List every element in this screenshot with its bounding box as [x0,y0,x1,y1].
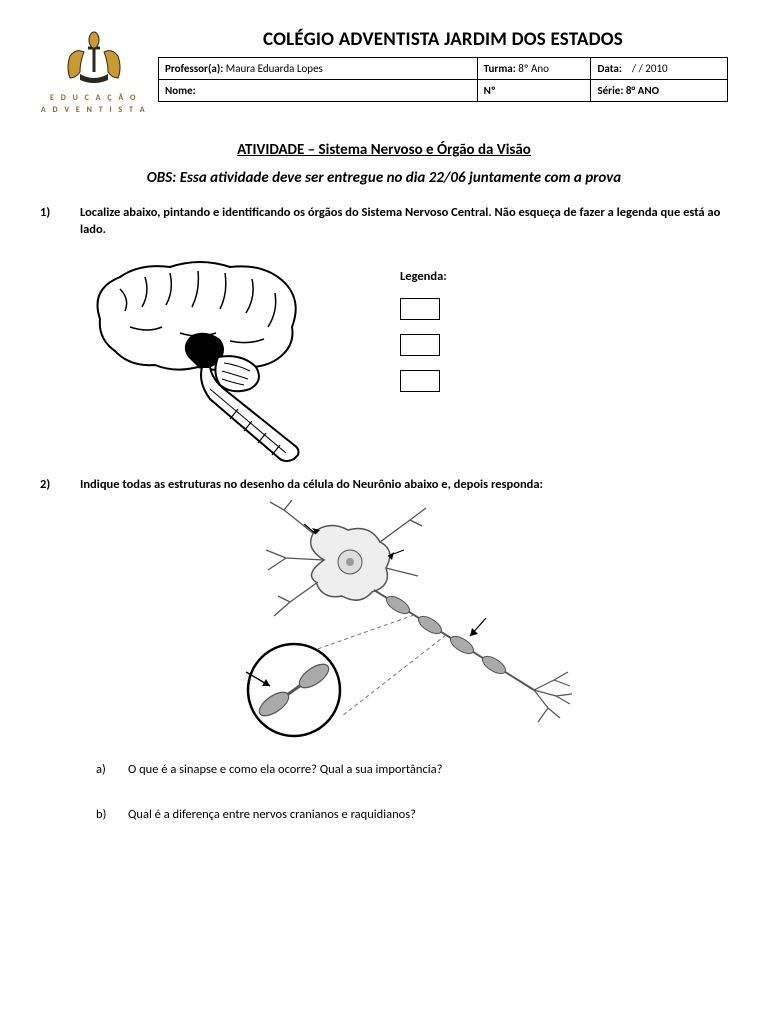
q1-text: Localize abaixo, pintando e identificand… [80,205,728,239]
serie-label: Série: [597,84,623,97]
data-label: Data: [597,62,621,75]
legend-box-1 [400,298,440,320]
legend-title: Legenda: [400,269,447,284]
activity-title: ATIVIDADE – Sistema Nervoso e Órgão da V… [40,141,728,159]
serie-value: 8° ANO [626,84,659,97]
turma-label: Turma: [484,62,516,75]
q2a-text: O que é a sinapse e como ela ocorre? Qua… [128,762,728,777]
legend-column: Legenda: [400,249,447,406]
turma-value: 8º Ano [518,62,549,75]
legend-box-3 [400,370,440,392]
nome-label: Nome: [165,84,196,97]
school-title: COLÉGIO ADVENTISTA JARDIM DOS ESTADOS [158,28,728,51]
q2-number: 2) [40,477,62,494]
n-label: Nº [484,84,496,97]
logo-column: E D U C A Ç Ã O A D V E N T I S T A [40,28,148,115]
logo-text-line1: E D U C A Ç Ã O [40,94,148,104]
data-value: / / 2010 [632,62,668,75]
question-2: 2) Indique todas as estruturas no desenh… [40,477,728,494]
q2b-text: Qual é a diferença entre nervos craniano… [128,807,728,822]
school-logo-icon [50,28,138,92]
neuron-diagram [174,500,594,740]
info-table: Professor(a): Maura Eduarda Lopes Turma:… [158,57,728,102]
obs-line: OBS: Essa atividade deve ser entregue no… [40,169,728,187]
q1-figure-row: Legenda: [40,249,728,469]
legend-box-2 [400,334,440,356]
logo-text-line2: A D V E N T I S T A [40,106,148,116]
q2a-number: a) [96,762,114,777]
q2b-number: b) [96,807,114,822]
q2-sub-a: a) O que é a sinapse e como ela ocorre? … [40,762,728,777]
question-1: 1) Localize abaixo, pintando e identific… [40,205,728,239]
q1-number: 1) [40,205,62,239]
professor-value: Maura Eduarda Lopes [226,62,323,75]
header-row: E D U C A Ç Ã O A D V E N T I S T A COLÉ… [40,28,728,115]
q2-sub-b: b) Qual é a diferença entre nervos crani… [40,807,728,822]
brain-diagram [70,249,370,469]
professor-label: Professor(a): [165,62,223,75]
q2-text: Indique todas as estruturas no desenho d… [80,477,728,494]
header-content: COLÉGIO ADVENTISTA JARDIM DOS ESTADOS Pr… [158,28,728,102]
